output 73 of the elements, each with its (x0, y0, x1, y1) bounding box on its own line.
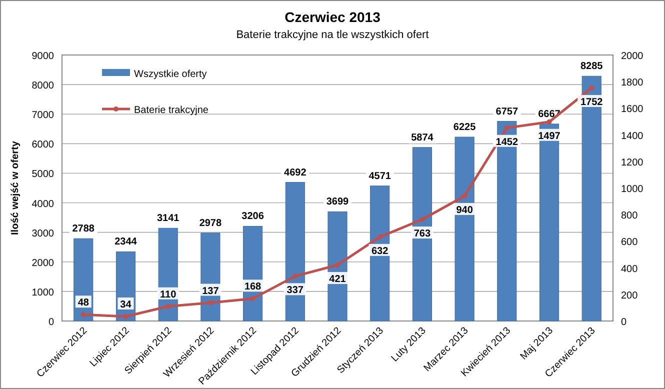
y2-tick-label: 1600 (621, 104, 644, 116)
data-label: 421 (329, 274, 346, 286)
y-tick-label: 2000 (32, 258, 54, 269)
data-label: 6757 (496, 106, 518, 118)
y2-tick-label: 1800 (621, 78, 644, 89)
point (250, 296, 256, 302)
data-label: 4571 (368, 170, 392, 182)
data-label: 6225 (453, 122, 476, 134)
data-label: 337 (286, 285, 304, 296)
y2-tick-label: 1200 (621, 157, 644, 168)
data-label: 2344 (114, 236, 138, 248)
y2-tick-label: 1000 (621, 184, 644, 195)
bar (158, 228, 178, 322)
y2-tick-label: 400 (621, 264, 638, 275)
y2-tick-label: 600 (621, 237, 638, 248)
point (335, 262, 340, 268)
data-label: 1497 (538, 130, 561, 142)
y-tick-label: 8000 (32, 80, 54, 92)
bar (328, 211, 348, 322)
data-label: 3206 (242, 211, 264, 222)
data-label: 763 (414, 228, 431, 240)
y2-tick-label: 800 (621, 210, 638, 222)
y-axis-title: Ilość wejść w oferty (10, 140, 21, 235)
y-tick-label: 5000 (32, 169, 54, 180)
point (420, 217, 425, 222)
y-tick-label: 0 (48, 317, 54, 328)
data-label: 940 (456, 204, 474, 216)
point (80, 312, 86, 318)
point (292, 274, 298, 279)
data-label: 5874 (411, 132, 434, 144)
y-tick-label: 1000 (32, 287, 54, 298)
y2-tick-label: 200 (621, 290, 638, 302)
data-label: 1752 (580, 96, 604, 108)
bar (412, 147, 432, 322)
bar (454, 136, 474, 322)
data-label: 4692 (284, 167, 307, 178)
chart-subtitle: Baterie trakcyjne na tle wszystkich ofert (236, 29, 429, 41)
chart-title: Czerwiec 2013 (284, 9, 381, 25)
y-tick-label: 4000 (32, 198, 54, 210)
data-label: 3699 (326, 196, 350, 208)
point (208, 300, 213, 306)
data-label: 1452 (496, 136, 518, 148)
point (546, 119, 552, 124)
legend-label: Baterie trakcyjne (134, 105, 209, 116)
data-label: 3141 (156, 213, 180, 224)
y2-tick-label: 2000 (621, 51, 644, 62)
data-label: 8285 (580, 61, 604, 72)
point (504, 125, 510, 130)
data-label: 34 (120, 299, 132, 310)
data-label: 632 (372, 246, 389, 257)
legend-label: Wszystkie oferty (134, 69, 207, 80)
data-label: 48 (78, 298, 90, 309)
data-label: 110 (160, 289, 177, 300)
bar (285, 182, 305, 322)
point (166, 304, 171, 309)
y-tick-label: 7000 (32, 110, 54, 122)
point (377, 234, 382, 240)
data-label: 2978 (199, 218, 222, 229)
bar (539, 124, 560, 322)
data-label: 168 (244, 282, 262, 293)
bar (74, 238, 94, 322)
y2-tick-label: 0 (621, 317, 627, 328)
data-label: 137 (202, 286, 220, 297)
bar (370, 186, 390, 322)
y-tick-label: 3000 (32, 228, 54, 240)
point (589, 85, 594, 90)
y-tick-label: 9000 (32, 51, 54, 62)
y-tick-label: 6000 (32, 140, 54, 151)
point (462, 193, 468, 198)
y2-tick-label: 1400 (621, 130, 644, 142)
data-label: 2788 (72, 224, 95, 235)
bar (200, 232, 220, 322)
point (123, 314, 128, 319)
